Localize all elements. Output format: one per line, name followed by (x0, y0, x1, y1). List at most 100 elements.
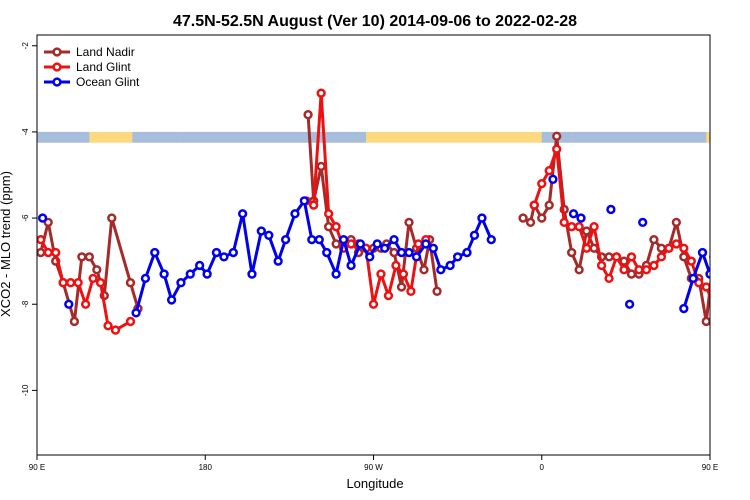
series-2-point-2-6 (185, 269, 195, 279)
series-2-point-2-34 (421, 239, 431, 249)
series-1-point-2-9 (596, 260, 607, 271)
series-0-point-0-5 (77, 252, 87, 262)
series-1-point-2-15 (641, 265, 652, 275)
strip-ocean-2 (179, 131, 367, 143)
series-1-point-2-2 (544, 166, 554, 176)
series-0-point-0-0 (37, 247, 46, 258)
series-2-point-2-39 (462, 247, 472, 258)
series-1-point-0-8 (95, 278, 106, 288)
series-0-point-1-13 (396, 282, 407, 292)
series-1-point-1-10 (376, 269, 386, 279)
series-1-point-2-24 (709, 301, 710, 307)
series-1-point-1-15 (413, 239, 424, 249)
series-2-point-2-22 (322, 247, 332, 258)
series-1-point-2-13 (626, 252, 637, 262)
y-tick-label-0: -2 (21, 42, 30, 50)
series-1-point-1-4 (331, 222, 341, 232)
x-axis: 90 E 180 90 W 0 90 E (29, 455, 718, 472)
series-1-point-2-4 (559, 217, 569, 228)
legend-label-0: Land Nadir (76, 45, 135, 59)
series-1-point-1-11 (383, 290, 394, 301)
series-2-point-2-10 (219, 252, 229, 262)
series-1-point-2-17 (656, 252, 667, 262)
series-2-point-2-20 (307, 234, 317, 245)
series-1-point-2-10 (604, 273, 614, 284)
series-0-point-0-10 (125, 278, 136, 288)
series-1-point-2-23 (701, 282, 710, 292)
series-1-point-2-5 (567, 222, 577, 232)
series-2-point-2-30 (389, 234, 399, 245)
series-0-point-2-3 (537, 213, 547, 223)
series-2-point-4-0 (568, 209, 579, 219)
series-1 (37, 88, 747, 335)
series-2-point-8-7 (740, 262, 747, 269)
series-1-line-2 (532, 147, 710, 300)
series-1-point-0-5 (73, 278, 83, 288)
series-1-point-0-2 (51, 247, 61, 258)
series-1-point-0-1 (43, 247, 53, 258)
y-axis-label: XCO2 - MLO trend (ppm) (0, 171, 13, 317)
series-1-point-2-7 (581, 243, 592, 253)
strip-land (37, 131, 710, 143)
x-tick-label-2: 90 W (364, 463, 383, 472)
series-1-point-0-3 (58, 278, 68, 288)
series-1-point-1-9 (368, 299, 379, 309)
series-1-point-2-1 (537, 178, 547, 189)
series-1-point-2-21 (686, 256, 696, 266)
series-1-point-0-6 (80, 299, 91, 309)
series-0-point-0-9 (107, 213, 117, 223)
series-2-point-2-26 (355, 239, 366, 249)
legend-marker-0 (52, 47, 62, 57)
series-2-point-1-0 (64, 299, 74, 309)
y-tick-label-2: -6 (21, 214, 30, 222)
series-layer (37, 88, 747, 335)
series-0-point-2-8 (574, 265, 584, 275)
series-1-point-2-14 (634, 265, 644, 275)
series-2-point-8-6 (731, 271, 738, 278)
series-0-point-0-4 (69, 316, 80, 327)
series-1-point-2-0 (529, 200, 539, 210)
series-2-point-2-23 (331, 269, 341, 279)
series-2-point-8-4 (714, 297, 721, 304)
series-2-point-2-19 (299, 196, 309, 206)
series-2 (37, 174, 747, 318)
series-1-point-0-10 (110, 325, 121, 335)
y-tick-label-1: -4 (21, 128, 30, 136)
series-2-point-2-13 (247, 269, 257, 279)
series-2-point-2-17 (280, 234, 291, 245)
series-0-point-2-28 (725, 262, 732, 269)
series-2-point-2-8 (202, 269, 212, 279)
series-1-point-1-1 (309, 200, 319, 210)
series-0-point-2-25 (701, 316, 710, 327)
series-2-point-3-0 (548, 174, 558, 184)
series-0-point-1-4 (331, 239, 341, 249)
series-2-point-2-24 (338, 234, 349, 245)
series-1-point-2-6 (574, 222, 584, 232)
series-2-point-2-9 (211, 247, 222, 258)
y-axis: -2 -4 -6 -8 -10 (21, 42, 37, 396)
y-tick-label-3: -8 (21, 300, 30, 308)
series-2-point-8-0 (679, 303, 689, 314)
y-tick-label-4: -10 (21, 384, 30, 396)
series-2-point-2-27 (365, 252, 375, 262)
series-2-point-2-29 (380, 243, 390, 253)
series-2-point-2-5 (176, 278, 186, 288)
series-2-point-8-2 (697, 247, 708, 258)
x-tick-label-4: 90 E (702, 463, 718, 472)
strip-ocean-4 (571, 131, 707, 143)
chart-title: 47.5N-52.5N August (Ver 10) 2014-09-06 t… (173, 13, 577, 30)
series-0-point-1-12 (389, 247, 399, 258)
series-2-point-2-16 (273, 256, 283, 266)
series-0-point-0-1 (43, 217, 53, 228)
series-1-point-2-27 (733, 322, 740, 329)
series-0-point-2-19 (656, 243, 667, 253)
series-1-point-2-28 (740, 327, 747, 334)
series-2-point-2-35 (428, 243, 438, 253)
series-2-point-7-0 (638, 217, 648, 228)
legend-marker-2 (52, 77, 62, 87)
legend-label-1: Land Glint (76, 60, 131, 74)
series-2-point-2-41 (477, 213, 487, 223)
series-0-point-2-15 (626, 269, 637, 279)
series-2-point-4-1 (576, 213, 586, 223)
series-2-point-2-42 (486, 234, 496, 245)
